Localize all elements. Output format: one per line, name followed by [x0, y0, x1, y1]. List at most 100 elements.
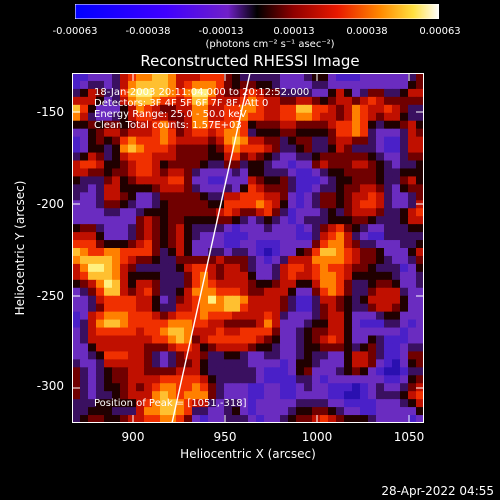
image-pixel — [288, 271, 297, 281]
image-pixel — [280, 319, 289, 329]
image-pixel — [256, 168, 265, 177]
image-pixel — [296, 343, 305, 352]
image-pixel — [104, 287, 113, 297]
image-pixel — [128, 327, 137, 336]
image-pixel — [384, 343, 393, 352]
image-pixel — [248, 80, 257, 90]
image-pixel — [136, 184, 145, 193]
image-pixel — [360, 287, 369, 297]
image-pixel — [240, 128, 249, 138]
image-pixel — [208, 184, 217, 193]
image-pixel — [280, 144, 289, 154]
image-pixel — [216, 80, 225, 90]
image-pixel — [184, 303, 193, 313]
image-pixel — [96, 184, 105, 193]
image-pixel — [344, 255, 353, 265]
image-pixel — [392, 263, 401, 273]
image-pixel — [368, 80, 377, 90]
image-pixel — [152, 287, 161, 297]
image-pixel — [192, 375, 201, 384]
image-pixel — [160, 375, 169, 384]
image-pixel — [128, 200, 137, 209]
image-pixel — [408, 80, 417, 90]
image-pixel — [328, 73, 337, 82]
image-pixel — [208, 144, 217, 154]
image-pixel — [176, 128, 185, 138]
image-pixel — [128, 160, 137, 169]
image-pixel — [168, 271, 177, 281]
image-pixel — [344, 391, 353, 400]
image-pixel — [272, 391, 281, 400]
image-pixel — [264, 112, 273, 122]
image-pixel — [160, 104, 169, 114]
image-pixel — [400, 80, 409, 90]
image-pixel — [304, 359, 313, 368]
image-pixel — [264, 160, 273, 169]
image-pixel — [160, 335, 169, 344]
image-pixel — [320, 319, 329, 329]
image-pixel — [280, 208, 289, 217]
image-pixel — [72, 383, 81, 392]
image-pixel — [416, 295, 424, 305]
image-pixel — [72, 399, 81, 408]
image-pixel — [168, 399, 177, 408]
image-pixel — [104, 112, 113, 122]
image-pixel — [264, 295, 273, 305]
image-pixel — [160, 295, 169, 305]
image-pixel — [312, 383, 321, 392]
image-pixel — [160, 248, 169, 257]
image-pixel — [184, 263, 193, 273]
image-pixel — [376, 359, 385, 368]
image-pixel — [352, 216, 361, 225]
image-pixel — [400, 73, 409, 82]
image-pixel — [200, 144, 209, 154]
image-pixel — [400, 152, 409, 161]
image-pixel — [184, 248, 193, 257]
image-pixel — [128, 303, 137, 313]
image-pixel — [184, 327, 193, 336]
image-pixel — [320, 120, 329, 130]
image-pixel — [192, 88, 201, 98]
image-pixel — [232, 311, 241, 321]
image-pixel — [392, 128, 401, 138]
image-pixel — [152, 375, 161, 384]
image-pixel — [408, 248, 417, 257]
image-pixel — [232, 375, 241, 384]
image-pixel — [336, 335, 345, 344]
image-pixel — [128, 359, 137, 368]
image-pixel — [328, 303, 337, 313]
image-pixel — [240, 152, 249, 161]
image-pixel — [88, 80, 97, 90]
image-pixel — [232, 232, 241, 241]
image-pixel — [112, 136, 121, 146]
image-pixel — [336, 263, 345, 273]
image-pixel — [336, 112, 345, 122]
image-pixel — [208, 192, 217, 201]
image-pixel — [296, 96, 305, 106]
image-pixel — [248, 375, 257, 384]
image-pixel — [264, 104, 273, 114]
image-pixel — [120, 263, 129, 273]
image-pixel — [288, 136, 297, 146]
image-pixel — [416, 80, 424, 90]
image-pixel — [112, 160, 121, 169]
image-pixel — [296, 80, 305, 90]
image-pixel — [416, 327, 424, 336]
image-pixel — [240, 160, 249, 169]
image-pixel — [224, 232, 233, 241]
colorbar-tick: -0.00013 — [198, 26, 244, 37]
image-pixel — [336, 359, 345, 368]
image-pixel — [136, 391, 145, 400]
image-pixel — [144, 375, 153, 384]
image-pixel — [152, 279, 161, 289]
image-pixel — [288, 335, 297, 344]
image-pixel — [112, 152, 121, 161]
image-pixel — [160, 359, 169, 368]
image-pixel — [288, 152, 297, 161]
image-pixel — [272, 240, 281, 249]
image-pixel — [304, 343, 313, 352]
image-pixel — [192, 263, 201, 273]
image-pixel — [280, 104, 289, 114]
image-pixel — [416, 73, 424, 82]
image-pixel — [392, 375, 401, 384]
